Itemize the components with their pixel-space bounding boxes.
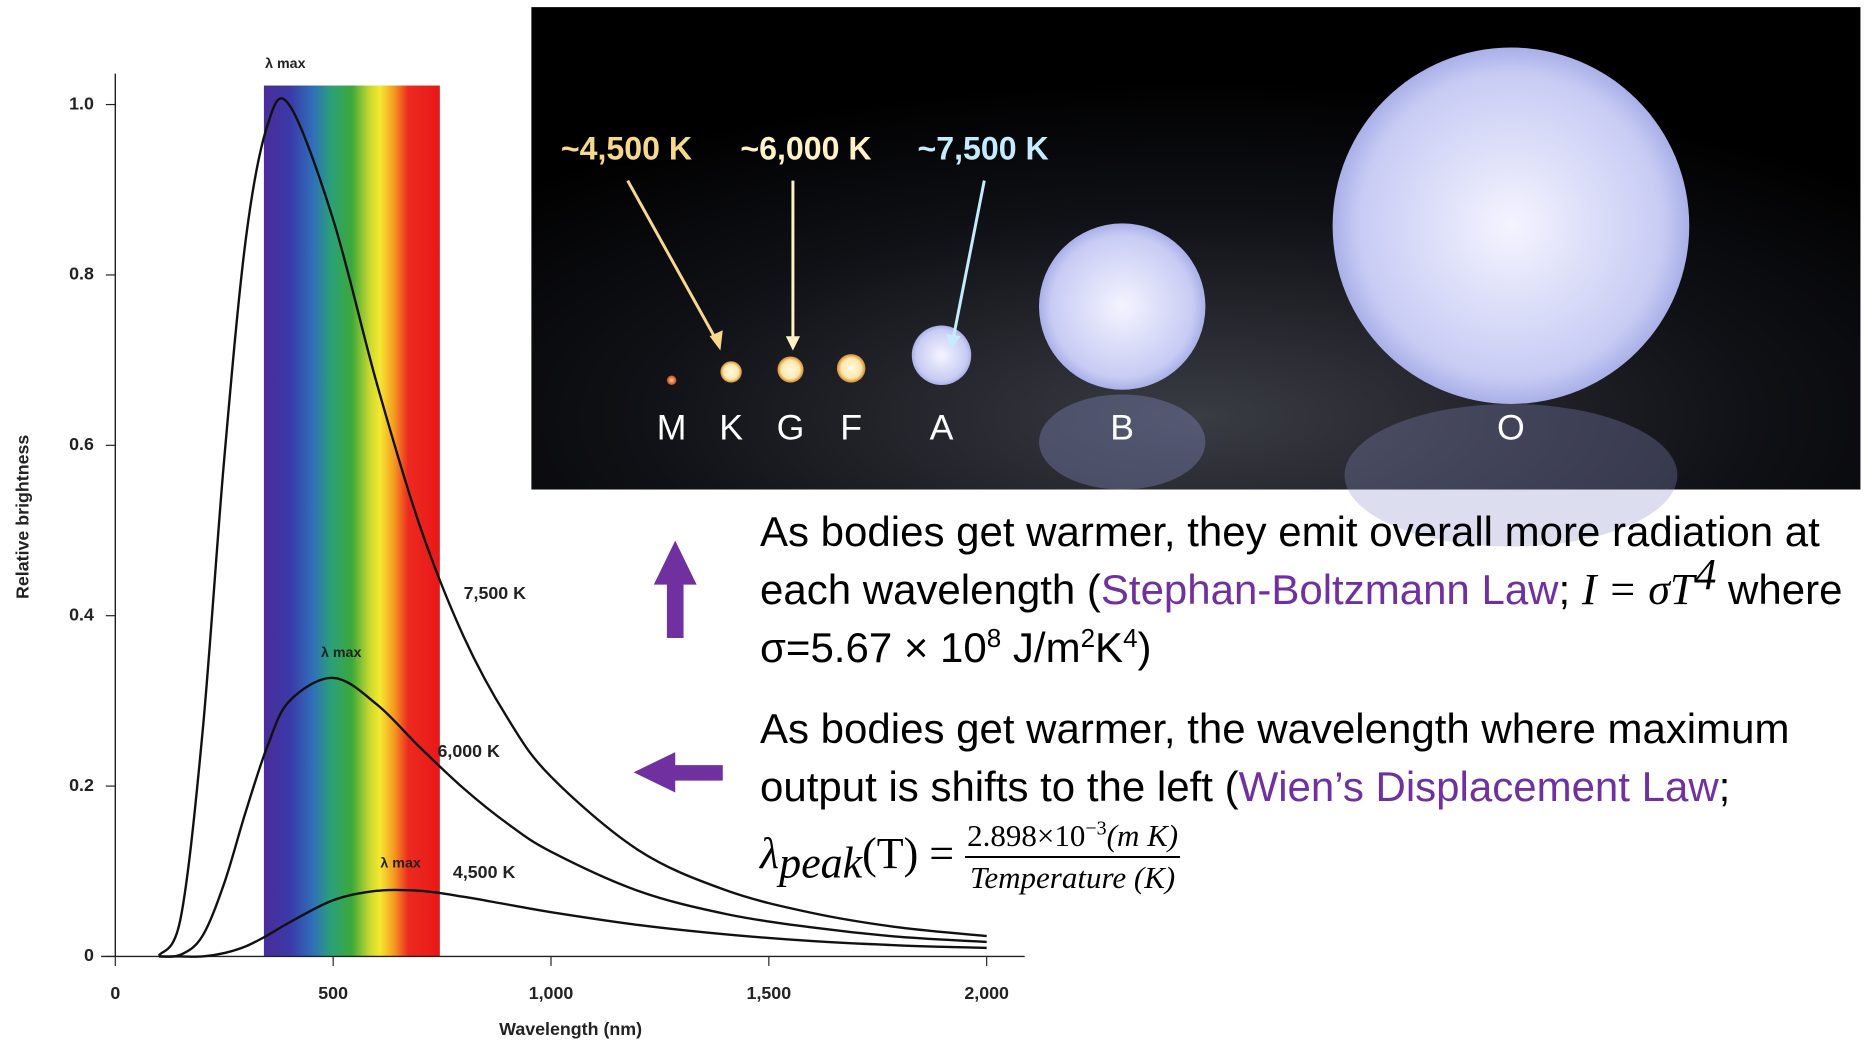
- y-tick-label: 1.0: [69, 93, 94, 113]
- star: [1039, 223, 1205, 389]
- star: [837, 354, 866, 383]
- fraction: 2.898×10−3(m K)Temperature (K): [965, 816, 1180, 898]
- series-label: 6,000 K: [437, 741, 500, 761]
- x-axis-label: Wavelength (nm): [499, 1019, 642, 1039]
- exponent: 2: [1081, 623, 1095, 653]
- x-tick-label: 1,500: [747, 983, 792, 1003]
- exponent: 8: [987, 623, 1001, 653]
- star-class: M: [657, 408, 687, 448]
- arrows: [634, 541, 723, 793]
- temperature-label: ~7,500 K: [918, 130, 1049, 166]
- star-class: F: [840, 408, 862, 448]
- star-image: M K G F A B O ~4,500 K ~6,000 K ~7,500 K: [531, 7, 1860, 546]
- law-name: Stephan-Boltzmann Law: [1101, 566, 1559, 613]
- star: [667, 375, 677, 385]
- text: ): [1138, 624, 1152, 671]
- numerator-exponent: −3: [1085, 818, 1106, 840]
- y-axis-label: Relative brightness: [12, 435, 32, 599]
- star: [720, 361, 741, 382]
- x-tick-label: 2,000: [964, 983, 1009, 1003]
- paragraph-2: As bodies get warmer, the wavelength whe…: [760, 700, 1850, 898]
- star-class: G: [777, 408, 805, 448]
- text: ;: [1719, 763, 1731, 810]
- formula: λ: [760, 829, 779, 878]
- text: K: [1095, 624, 1123, 671]
- slide: 0 0.2 0.4 0.6 0.8 1.0 0 500 1,000 1,500 2,000 Wavel…: [0, 0, 1864, 1042]
- lambda-max-label: λ max: [265, 56, 305, 72]
- visible-spectrum: [264, 86, 440, 957]
- temperature-label: ~6,000 K: [740, 130, 871, 166]
- left-arrow: [634, 752, 723, 792]
- text: J/m: [1001, 624, 1080, 671]
- x-tick-label: 500: [318, 983, 348, 1003]
- star: [912, 326, 971, 385]
- lambda-max-label: λ max: [321, 645, 361, 661]
- exponent: 4: [1123, 623, 1137, 653]
- y-tick-label: 0.4: [69, 604, 94, 624]
- formula-exponent: 4: [1694, 550, 1716, 599]
- series-label: 4,500 K: [453, 862, 516, 882]
- numerator-value: 2.898×10: [967, 818, 1085, 853]
- star: [777, 356, 803, 382]
- y-tick-label: 0.8: [69, 264, 94, 284]
- star-class: O: [1497, 408, 1525, 448]
- numerator: 2.898×10−3(m K): [965, 816, 1180, 858]
- star-class: B: [1110, 408, 1134, 448]
- text: ;: [1559, 566, 1582, 613]
- x-tick-label: 1,000: [529, 983, 574, 1003]
- formula: I = σT: [1582, 565, 1695, 614]
- law-name: Wien’s Displacement Law: [1239, 763, 1719, 810]
- x-tick-label: 0: [110, 983, 120, 1003]
- denominator: Temperature (K): [965, 858, 1180, 898]
- star-class: A: [930, 408, 954, 448]
- formula-subscript: peak: [779, 838, 862, 887]
- lambda-max-label: λ max: [380, 856, 420, 872]
- paragraph-1: As bodies get warmer, they emit overall …: [760, 503, 1850, 677]
- star-class: K: [719, 408, 743, 448]
- temperature-label: ~4,500 K: [561, 130, 692, 166]
- y-tick-label: 0: [84, 945, 94, 965]
- y-tick-label: 0.2: [69, 775, 94, 795]
- star: [1333, 48, 1690, 404]
- numerator-unit: (m K): [1107, 818, 1178, 853]
- formula: (T) =: [862, 829, 965, 878]
- up-arrow: [654, 541, 697, 638]
- y-tick-label: 0.6: [69, 434, 94, 454]
- series-label: 7,500 K: [464, 583, 527, 603]
